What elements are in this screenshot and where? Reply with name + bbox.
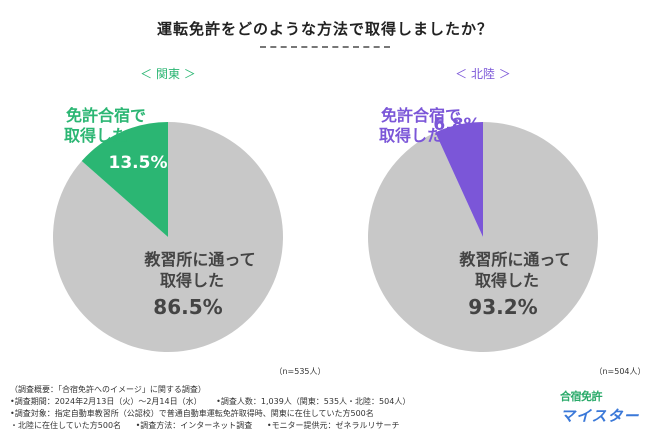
pie-charts: ＜ 関東 ＞免許合宿で取得した13.5%教習所に通って取得した86.5%（n=5… [52, 67, 646, 376]
sample-size-0: （n=535人） [274, 367, 325, 376]
region-label-1: ＜ 北陸 ＞ [455, 67, 511, 81]
survey-period: •調査期間：2024年2月13日（火）～2月14日（水） [10, 397, 202, 406]
school-value-1: 93.2% [468, 295, 537, 319]
school-label-line2-1: 取得した [475, 271, 539, 290]
region-label-0: ＜ 関東 ＞ [140, 67, 196, 81]
title-underline [260, 46, 390, 48]
survey-provider: •モニター提供元：ゼネラルリサーチ [266, 421, 400, 430]
school-label-line1-1: 教習所に通って [459, 250, 570, 269]
logo-top-text: 合宿免許 [560, 390, 603, 403]
camp-value-0: 13.5% [109, 153, 168, 173]
pie-slice-school-1 [367, 122, 598, 353]
school-label-line2-0: 取得した [160, 271, 224, 290]
survey-method: •調査方法：インターネット調査 [135, 421, 253, 430]
survey-target-hokuriku: ・北陸に在住していた方500名 [10, 421, 122, 430]
camp-label-line2-1: 取得した [379, 126, 443, 145]
footer-line-2: •調査期間：2024年2月13日（火）～2月14日（水） •調査人数：1,039… [10, 396, 422, 408]
footer-line-1: （調査概要：「合宿免許へのイメージ」に関する調査） [10, 385, 206, 394]
school-label-line1-0: 教習所に通って [144, 250, 255, 269]
pie-slice-camp-1 [435, 122, 483, 237]
sample-size-1: （n=504人） [594, 367, 645, 376]
survey-target: •調査対象：指定自動車教習所（公認校）で普通自動車運転免許取得時、関東に在住して… [10, 409, 374, 418]
camp-label-line2-0: 取得した [64, 126, 128, 145]
survey-count: •調査人数：1,039人（関東：535人・北陸：504人） [216, 397, 411, 406]
footer-line-4: ・北陸に在住していた方500名 •調査方法：インターネット調査 •モニター提供元… [10, 420, 422, 432]
survey-footer: （調査概要：「合宿免許へのイメージ」に関する調査） •調査期間：2024年2月1… [10, 384, 422, 432]
page-title: 運転免許をどのような方法で取得しましたか？ [156, 20, 493, 38]
logo-bottom-text: マイスター [560, 407, 640, 425]
camp-label-line1-0: 免許合宿で [66, 106, 146, 125]
brand-logo: 合宿免許 マイスター [560, 388, 642, 428]
camp-value-1: 6.8% [433, 115, 480, 135]
school-value-0: 86.5% [153, 295, 222, 319]
pie-slice-camp-0 [81, 122, 168, 237]
camp-label-line1-1: 免許合宿で [381, 106, 461, 125]
